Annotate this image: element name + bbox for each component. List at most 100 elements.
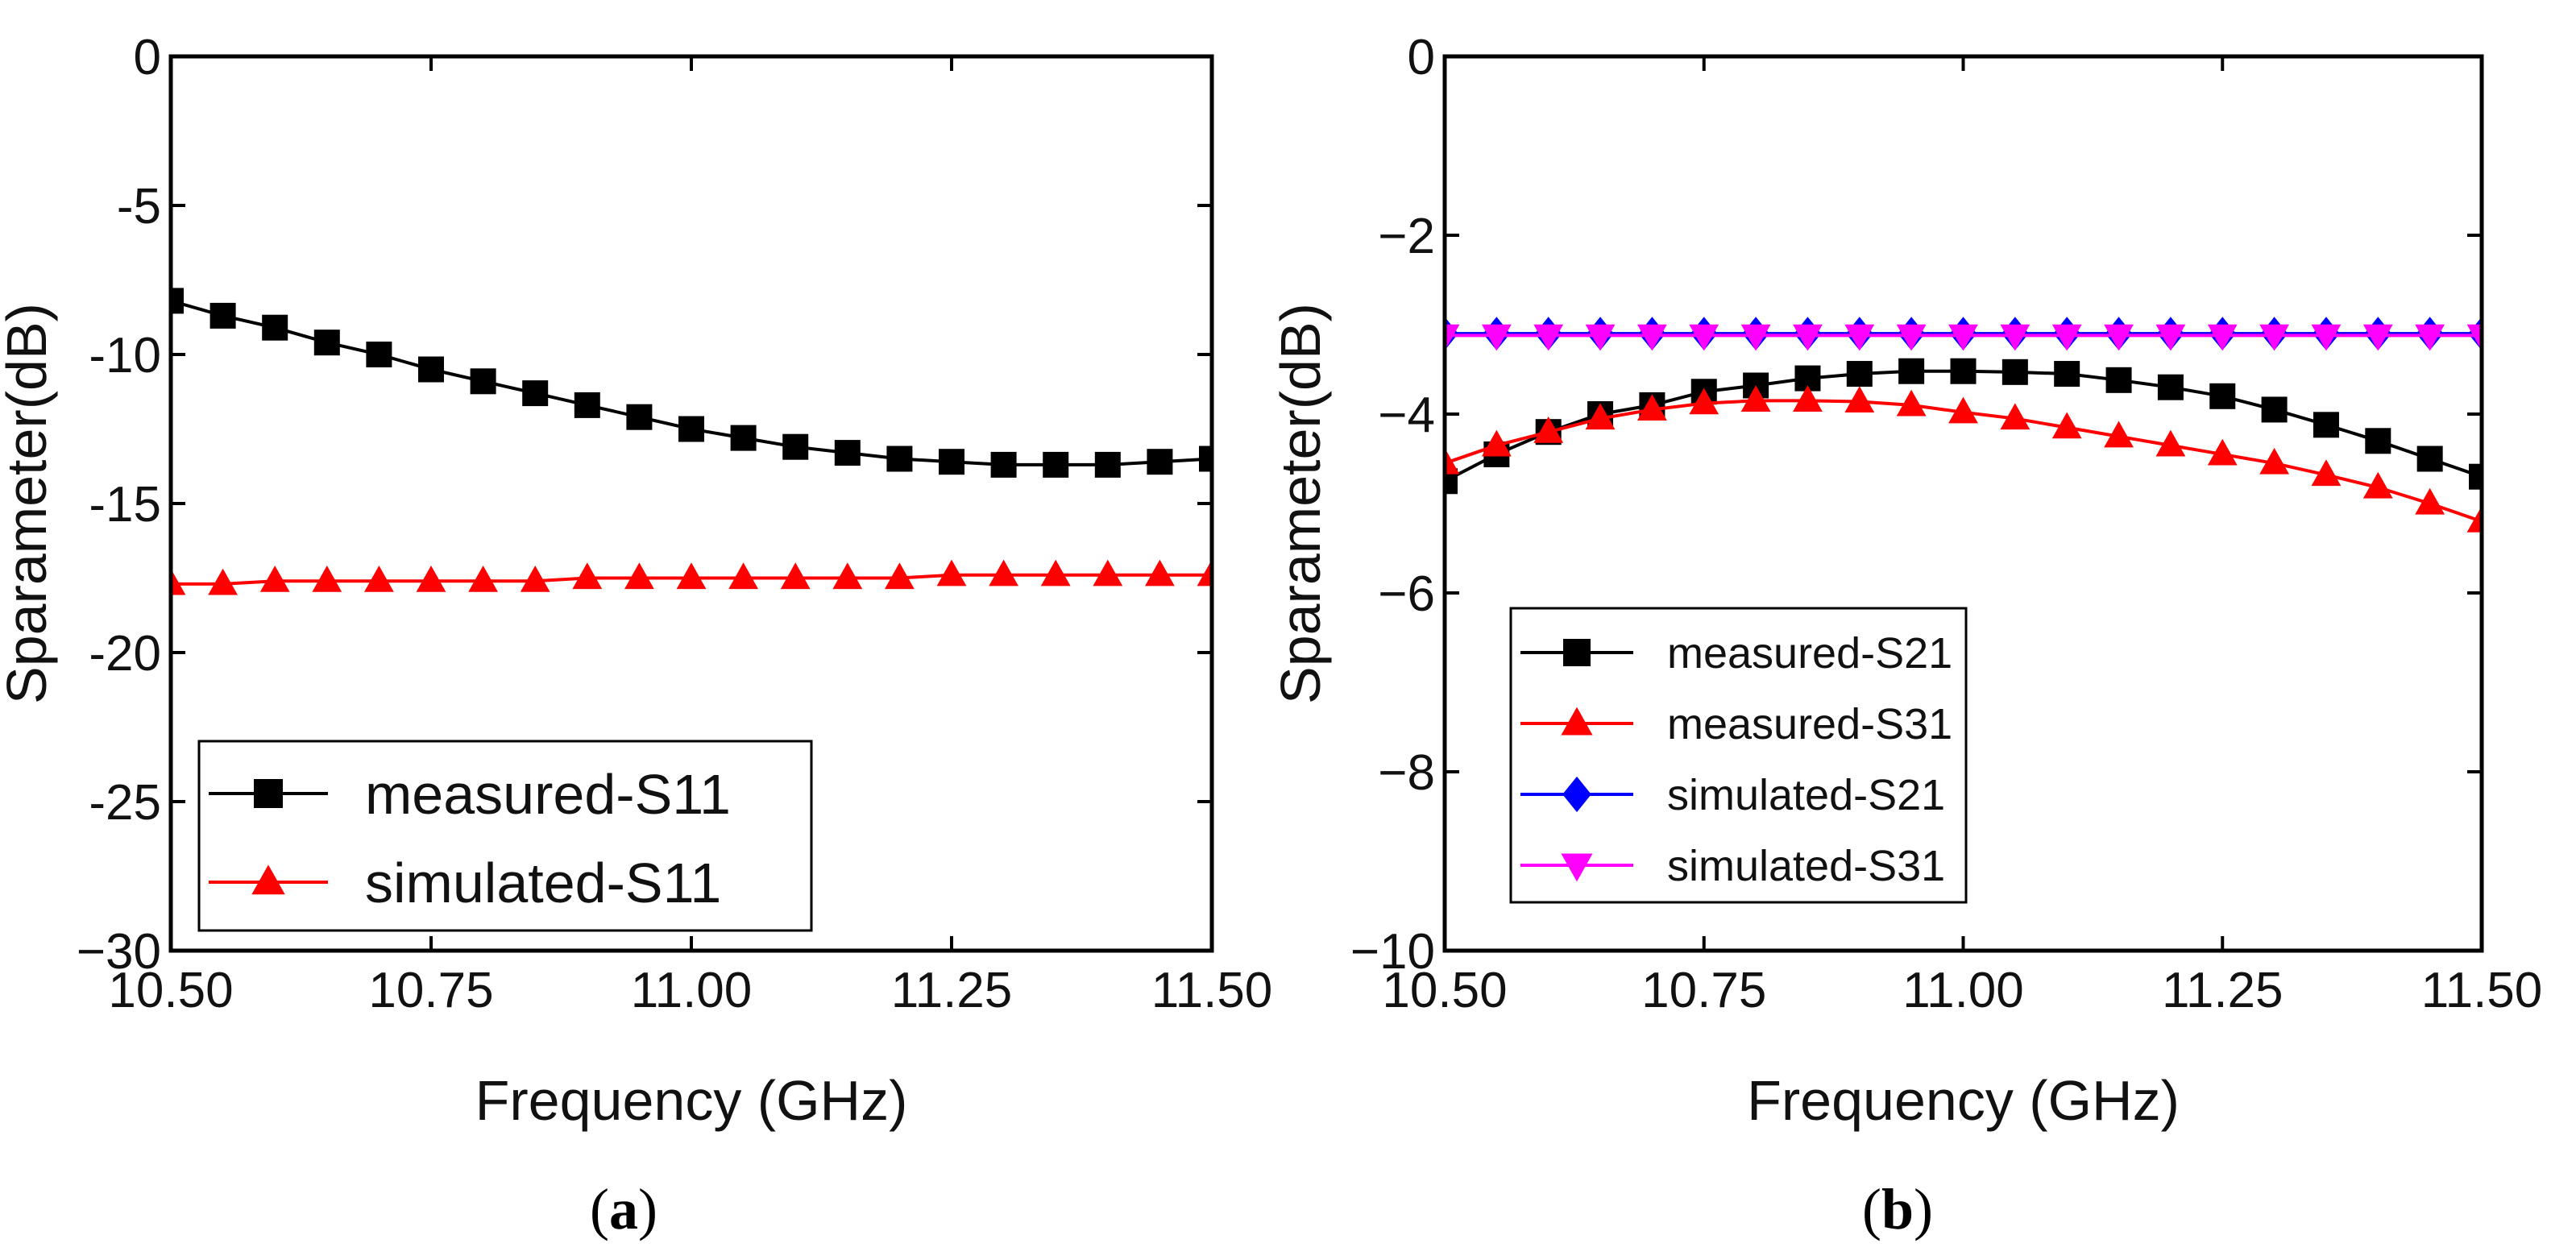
legend-marker-simulated-S31 (1561, 853, 1593, 882)
y-tick-label: −8 (1378, 745, 1435, 801)
data-point-measured-S21 (2105, 367, 2132, 393)
data-point-simulated-S11 (832, 562, 863, 590)
data-point-simulated-S31 (1637, 324, 1667, 351)
data-point-measured-S31 (2311, 459, 2342, 487)
data-point-measured-S31 (1533, 417, 1564, 443)
legend-label: measured-S11 (365, 763, 731, 826)
panel-label-a-letter: a (609, 1177, 638, 1241)
data-point-simulated-S11 (468, 566, 498, 592)
panel-label-b: (b) (1862, 1177, 1933, 1241)
data-point-simulated-S31 (1445, 324, 1460, 351)
panel-label-a-close: ) (638, 1177, 657, 1241)
data-point-measured-S31 (1445, 447, 1460, 475)
data-point-simulated-S31 (2311, 324, 2342, 351)
data-point-simulated-S31 (2466, 324, 2482, 351)
legend-marker-measured-S21 (1563, 639, 1591, 666)
x-axis-title-a: Frequency (GHz) (475, 1069, 908, 1132)
y-tick-label: -25 (89, 775, 161, 831)
y-tick-label: −10 (1350, 924, 1435, 980)
data-point-measured-S11 (366, 342, 392, 367)
data-point-measured-S31 (1585, 403, 1616, 430)
y-tick-label: -20 (89, 626, 161, 682)
data-point-simulated-S11 (1145, 559, 1175, 586)
data-point-measured-S31 (2051, 412, 2082, 439)
y-tick-label: −4 (1378, 388, 1435, 443)
data-point-simulated-S31 (1481, 324, 1512, 351)
x-tick-label: 10.50 (108, 963, 233, 1018)
y-tick-label: -15 (89, 477, 161, 533)
data-point-measured-S31 (2104, 421, 2134, 448)
data-point-measured-S11 (470, 368, 496, 395)
panel-label-a: (a) (590, 1177, 657, 1241)
data-point-measured-S21 (2469, 463, 2482, 490)
data-point-simulated-S11 (989, 559, 1018, 586)
data-point-simulated-S11 (885, 562, 915, 590)
x-tick-label: 11.50 (2421, 963, 2543, 1018)
legend-label: simulated-S11 (365, 852, 721, 914)
data-point-simulated-S31 (2104, 324, 2134, 351)
panel-label-b-close: ) (1914, 1177, 1933, 1241)
data-point-measured-S11 (522, 380, 549, 407)
data-point-measured-S11 (626, 404, 653, 430)
data-point-simulated-S31 (2259, 324, 2289, 351)
data-point-measured-S11 (1147, 449, 1173, 475)
x-tick-label: 11.25 (2162, 963, 2284, 1018)
data-point-measured-S31 (1637, 394, 1667, 421)
x-tick-label: 10.50 (1382, 963, 1507, 1018)
data-point-measured-S31 (2362, 471, 2393, 499)
data-point-simulated-S11 (1040, 559, 1071, 586)
data-point-measured-S31 (1896, 389, 1927, 417)
data-point-measured-S11 (574, 392, 600, 418)
data-point-measured-S11 (730, 425, 757, 451)
data-point-simulated-S31 (1740, 324, 1771, 351)
legend-b: measured-S21 measured-S31 simulated-S21 sim… (1509, 607, 1968, 904)
data-point-measured-S31 (2466, 506, 2482, 533)
x-tick-label: 10.75 (1641, 963, 1766, 1018)
legend-label: simulated-S21 (1667, 771, 1945, 819)
data-point-simulated-S11 (572, 562, 603, 590)
y-tick-label: −2 (1378, 209, 1435, 264)
data-point-measured-S11 (678, 416, 704, 442)
data-point-measured-S21 (2261, 396, 2288, 423)
data-point-measured-S31 (2207, 438, 2238, 466)
data-point-simulated-S31 (2000, 324, 2031, 351)
legend-label: measured-S21 (1667, 629, 1952, 678)
y-tick-label: −6 (1378, 566, 1435, 622)
data-point-measured-S21 (2054, 361, 2080, 388)
data-point-measured-S11 (1043, 451, 1069, 478)
y-axis-title-a: Sparameter(dB) (0, 303, 58, 704)
data-point-measured-S21 (2001, 359, 2028, 385)
data-point-simulated-S31 (1896, 324, 1927, 351)
y-axis-title-b: Sparameter(dB) (1269, 303, 1332, 704)
panel-label-b-letter: b (1881, 1177, 1914, 1241)
data-point-simulated-S31 (2051, 324, 2082, 351)
data-point-measured-S21 (2209, 383, 2236, 409)
data-point-simulated-S11 (520, 566, 550, 592)
data-point-measured-S21 (2416, 446, 2443, 472)
data-point-simulated-S11 (416, 566, 446, 592)
y-tick-label: -10 (89, 328, 161, 383)
data-point-simulated-S31 (1689, 324, 1719, 351)
y-tick-label: 0 (134, 30, 161, 85)
data-point-measured-S31 (1689, 388, 1719, 415)
data-point-measured-S11 (782, 433, 809, 460)
legend-marker-simulated-S11 (251, 864, 285, 895)
data-point-measured-S11 (1199, 446, 1212, 472)
data-point-simulated-S11 (624, 562, 654, 590)
panel-label-a-open: ( (590, 1177, 609, 1241)
data-point-simulated-S11 (1197, 559, 1212, 586)
legend-marker-measured-S31 (1561, 707, 1593, 736)
data-point-measured-S31 (1948, 396, 1978, 424)
x-tick-label: 11.25 (891, 963, 1013, 1018)
data-point-measured-S11 (939, 449, 964, 475)
plot-area-b (1445, 317, 2482, 533)
data-point-measured-S31 (1740, 385, 1771, 412)
data-point-measured-S31 (1844, 386, 1875, 413)
data-point-measured-S11 (209, 302, 236, 329)
data-point-simulated-S11 (1093, 559, 1123, 586)
legend-a: measured-S11 simulated-S11 (197, 740, 813, 932)
legend-label: simulated-S31 (1667, 842, 1945, 890)
data-point-measured-S21 (1846, 361, 1873, 388)
data-point-measured-S31 (2155, 429, 2186, 457)
data-point-measured-S21 (2157, 374, 2184, 400)
